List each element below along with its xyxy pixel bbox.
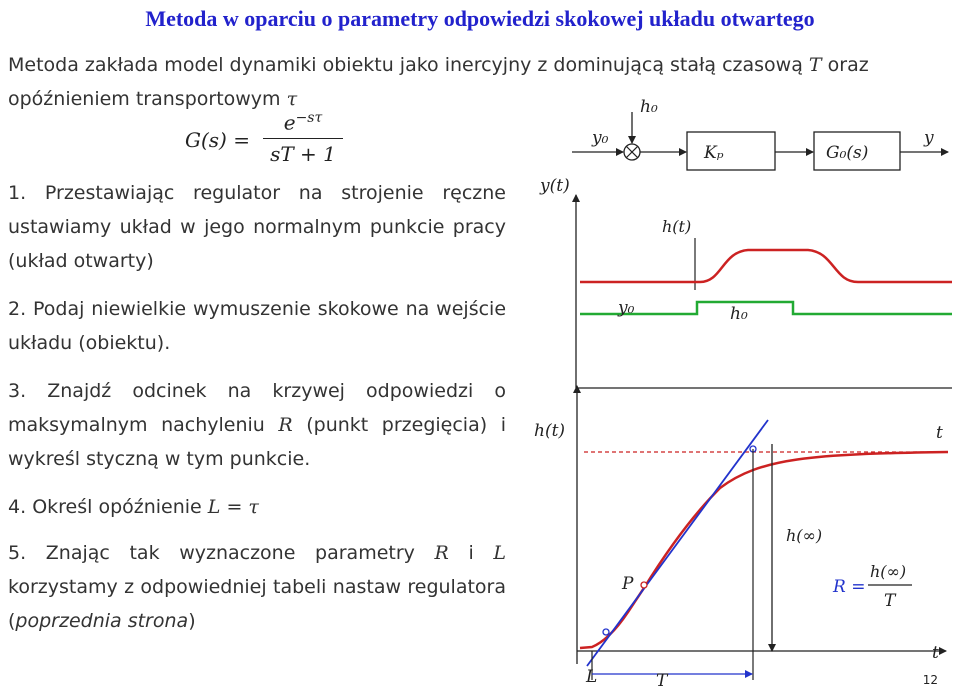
symbol-T: T: [808, 54, 822, 76]
step-4: 4. Określ opóźnienie L = τ: [8, 496, 259, 518]
inflection-point: [640, 581, 648, 589]
page-title: Metoda w oparciu o parametry odpowiedzi …: [145, 6, 815, 31]
signal-y-label: y(t): [539, 176, 570, 196]
steps-list: 1. Przestawiając regulator na strojenie …: [8, 176, 506, 652]
tangent-line: [586, 419, 769, 667]
intro-text: Metoda zakłada model dynamiki obiektu ja…: [8, 48, 908, 116]
response-y-label: h(t): [534, 421, 565, 441]
signal-baseline-label: y₀: [617, 298, 635, 318]
formula-lhs: G(s) =: [185, 128, 250, 152]
formula-exponent: −sτ: [295, 110, 323, 126]
formula-fraction: e−sτ sT + 1: [263, 110, 343, 166]
block-kp-label: Kₚ: [703, 143, 724, 163]
response-curve: [579, 450, 949, 650]
fraction-bar: [263, 138, 343, 139]
intro-line-2: opóźnieniem transportowym τ: [8, 88, 298, 110]
intro-line-1: Metoda zakłada model dynamiki obiektu ja…: [8, 54, 869, 76]
symbol-tau: τ: [286, 88, 298, 110]
signal-step-curve: [580, 300, 952, 316]
signal-step-label: h₀: [730, 304, 748, 324]
signal-response-curve: [580, 248, 952, 284]
step-1: 1. Przestawiając regulator na strojenie …: [8, 182, 506, 272]
response-time-label: t: [932, 643, 939, 663]
signal-h-label: h(t): [662, 217, 691, 236]
inflection-label: P: [621, 574, 634, 594]
block-g0-label: G₀(s): [826, 143, 868, 163]
R-formula-lhs: R =: [832, 577, 865, 597]
L-label: L: [585, 667, 597, 687]
signal-plot: y(t) h(t) y₀ h₀ t: [539, 176, 952, 443]
signal-time-label: t: [936, 423, 943, 443]
summing-junction: [623, 143, 641, 161]
page-number: 12: [922, 673, 938, 687]
response-plot: h(t) t P L T h(∞) R = h(∞) T: [534, 385, 949, 691]
formula-denominator: sT + 1: [270, 142, 336, 166]
R-formula-numerator: h(∞): [870, 562, 906, 581]
block-kp: [686, 131, 776, 171]
diagram-input-label: y₀: [591, 128, 609, 148]
R-formula-denominator: T: [884, 591, 897, 611]
formula-numerator: e−sτ: [283, 110, 323, 135]
diagram-disturbance-label: h₀: [640, 97, 658, 117]
block-diagram: y₀ h₀ Kₚ G₀(s) y: [572, 97, 949, 171]
step-5: 5. Znając tak wyznaczone parametry R i L…: [8, 542, 507, 632]
diagram-output-label: y: [923, 128, 934, 148]
steady-state-label: h(∞): [786, 526, 822, 545]
T-label: T: [656, 671, 669, 691]
block-g0: [813, 131, 901, 171]
tangent-point-lower: [602, 628, 610, 636]
step-2: 2. Podaj niewielkie wymuszenie skokowe n…: [8, 298, 507, 354]
step-3: 3. Znajdź odcinek na krzywej odpowiedzi …: [8, 380, 506, 470]
